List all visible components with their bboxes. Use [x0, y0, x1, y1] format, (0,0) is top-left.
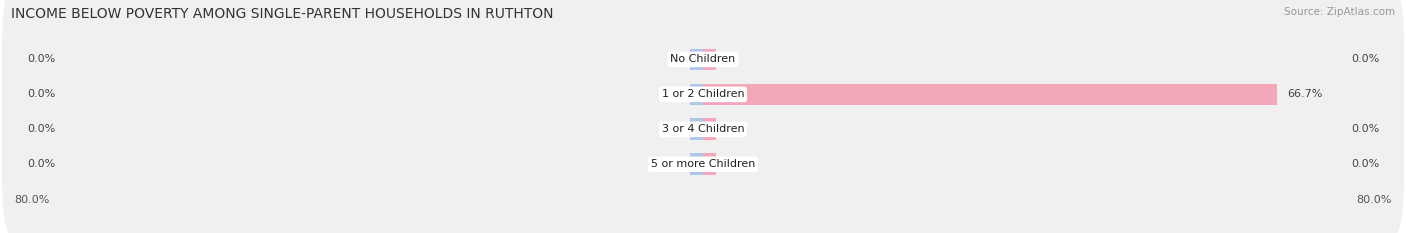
- FancyBboxPatch shape: [1, 0, 1405, 136]
- FancyBboxPatch shape: [1, 87, 1405, 233]
- Text: 0.0%: 0.0%: [1351, 159, 1379, 169]
- Text: 0.0%: 0.0%: [27, 124, 55, 134]
- Text: 0.0%: 0.0%: [1351, 55, 1379, 64]
- Bar: [703, 118, 716, 140]
- Bar: [690, 118, 703, 140]
- Text: Source: ZipAtlas.com: Source: ZipAtlas.com: [1284, 7, 1395, 17]
- Text: 80.0%: 80.0%: [14, 195, 49, 205]
- Bar: [703, 84, 1278, 105]
- Bar: [703, 49, 716, 70]
- Text: 0.0%: 0.0%: [1351, 124, 1379, 134]
- Text: 0.0%: 0.0%: [27, 55, 55, 64]
- FancyBboxPatch shape: [1, 17, 1405, 171]
- Text: 3 or 4 Children: 3 or 4 Children: [662, 124, 744, 134]
- Bar: [690, 84, 703, 105]
- Text: No Children: No Children: [671, 55, 735, 64]
- Text: 0.0%: 0.0%: [27, 89, 55, 99]
- Bar: [690, 154, 703, 175]
- FancyBboxPatch shape: [1, 52, 1405, 206]
- Text: 5 or more Children: 5 or more Children: [651, 159, 755, 169]
- Text: 0.0%: 0.0%: [27, 159, 55, 169]
- Text: INCOME BELOW POVERTY AMONG SINGLE-PARENT HOUSEHOLDS IN RUTHTON: INCOME BELOW POVERTY AMONG SINGLE-PARENT…: [11, 7, 554, 21]
- Text: 80.0%: 80.0%: [1357, 195, 1392, 205]
- Bar: [703, 154, 716, 175]
- Text: 1 or 2 Children: 1 or 2 Children: [662, 89, 744, 99]
- Text: 66.7%: 66.7%: [1288, 89, 1323, 99]
- Bar: [690, 49, 703, 70]
